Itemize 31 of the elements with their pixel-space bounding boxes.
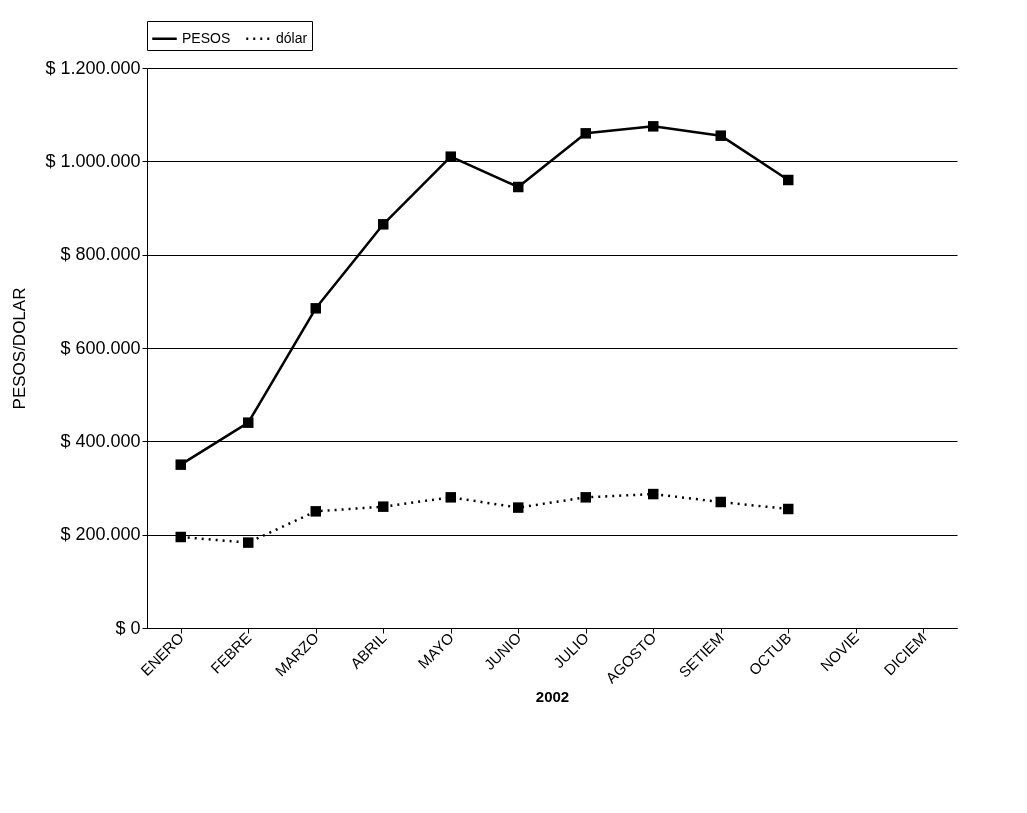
y-tick-label: $ 600.000 (60, 337, 141, 358)
point (513, 502, 524, 513)
point (513, 181, 524, 193)
y-tick-label: $ 400.000 (60, 430, 141, 451)
x-axis-title: 2002 (535, 688, 570, 706)
point (378, 501, 389, 512)
y-tick-label: $ 1.000.000 (45, 150, 141, 171)
point (580, 492, 591, 503)
point (310, 506, 321, 517)
point (580, 128, 591, 139)
point (783, 503, 794, 515)
y-tick-label: $ 0 (115, 617, 141, 638)
point (715, 496, 726, 508)
point (175, 531, 186, 543)
point (648, 121, 659, 132)
point (175, 459, 186, 470)
point (715, 130, 726, 141)
point (445, 151, 456, 162)
y-tick-label: $ 800.000 (60, 244, 141, 265)
y-tick-label: $ 200.000 (60, 524, 141, 545)
y-axis-title: PESOS/DOLAR (10, 287, 30, 410)
point (310, 303, 321, 314)
point (648, 488, 659, 500)
point (243, 417, 254, 428)
point (378, 219, 389, 230)
legend-label: PESOS (182, 29, 231, 46)
point (243, 537, 254, 548)
point (783, 174, 794, 186)
point (445, 492, 456, 503)
y-tick-label: $ 1.200.000 (45, 57, 141, 78)
legend-label: dólar (276, 29, 308, 46)
